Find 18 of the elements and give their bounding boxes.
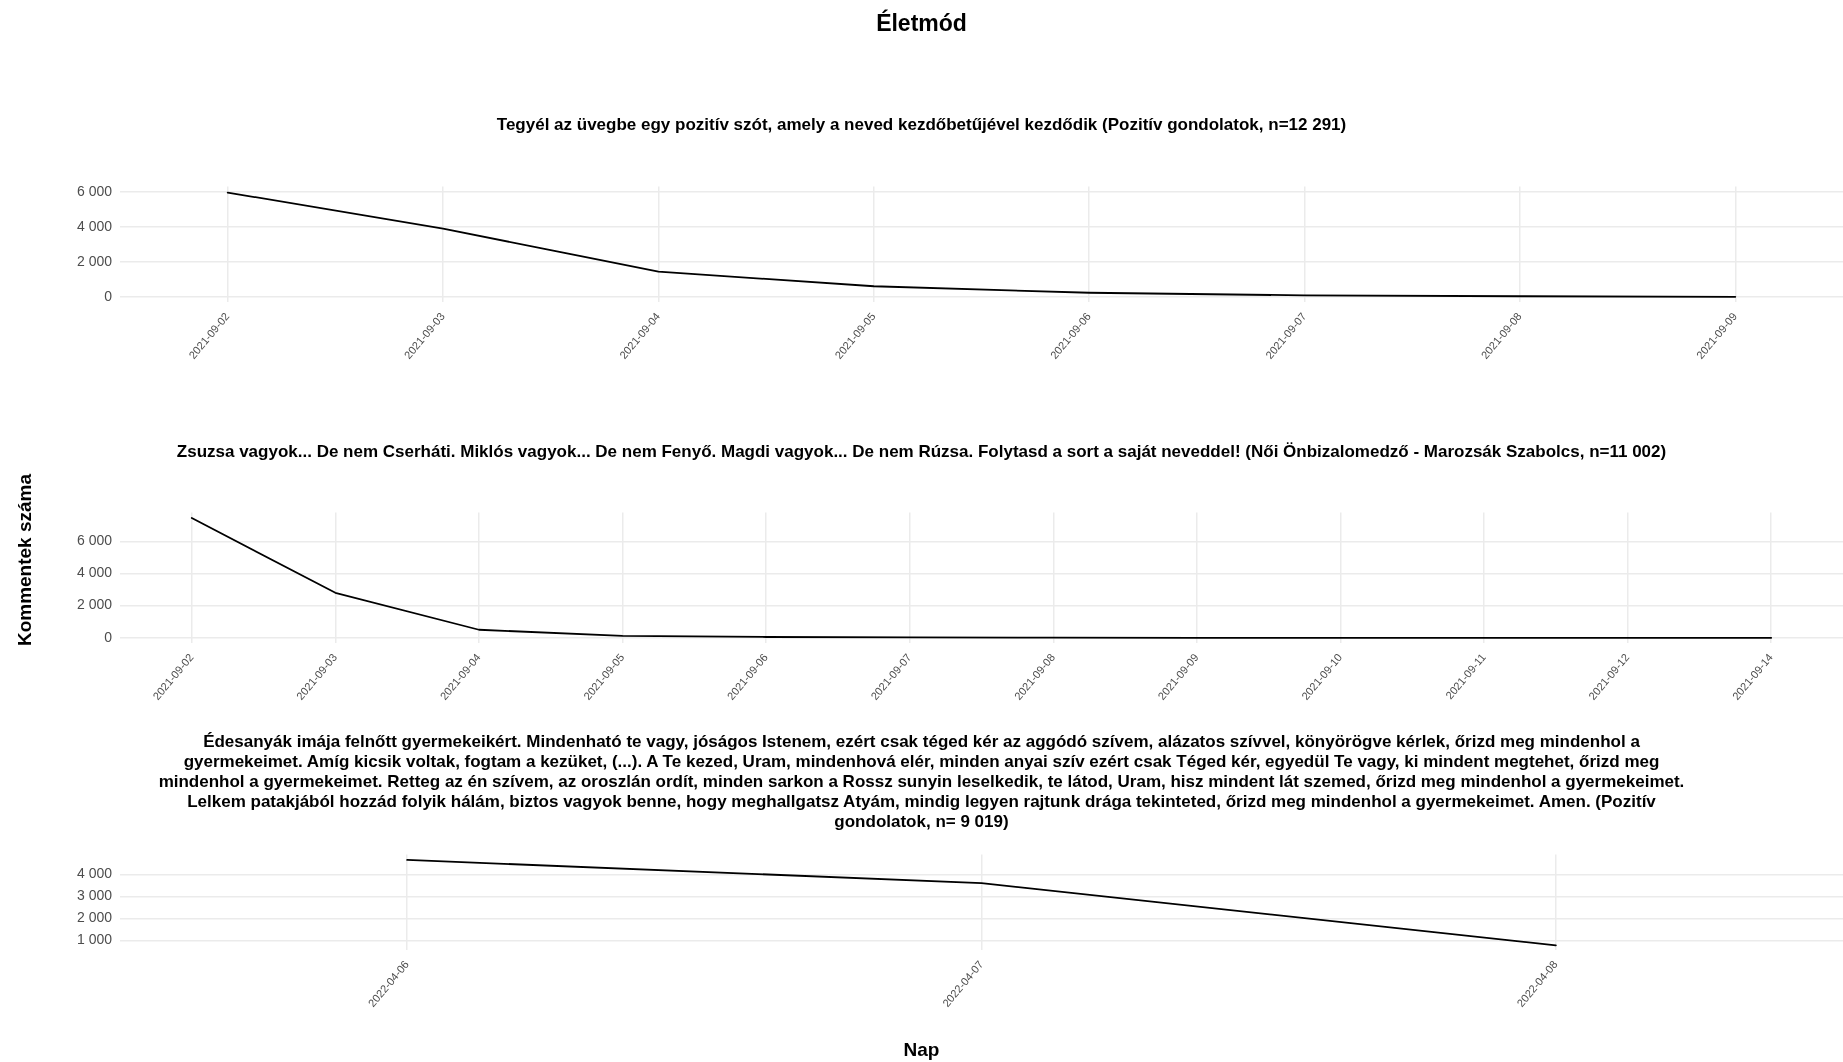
y-tick-label: 6 000	[76, 182, 113, 199]
y-tick-label: 4 000	[76, 564, 113, 581]
x-axis-title: Nap	[902, 1039, 941, 1061]
y-tick-label: 3 000	[76, 887, 113, 904]
y-tick-label: 4 000	[76, 217, 113, 234]
y-tick-label: 4 000	[76, 865, 113, 882]
y-tick-label: 0	[104, 628, 113, 645]
y-tick-label: 0	[104, 288, 113, 304]
chart-subtitle: Édesanyák imája felnőtt gyermekeikért. Mindenható te vagy, jóságos Istenem, ezért csak téged kér az aggódó szívem, alázatos szívvel, könyörögve kérlek, őrizd meg mindenhol a gyermekeimet. Amíg kicsik voltak, fogtam a kezüket, (...). A Te kezed, Uram, mindenhová elér, minden anyai szív ezért csak Téged kér, egyedül Te vagy, ki mindent megtehet, őrizd meg mindenhol a gyermekeimet. Retteg az én szívem, az oroszlán ordít, minden sarkon a Rossz sunyin leselkedik, te látod, Uram, hisz mindent lát szemed, őrizd meg mindenhol a gyermekeimet. Lelkem patakjából hozzád folyik hálám, biztos vagyok benne, hogy meghallgatsz Atyám, mindig legyen rajtunk drága tekinteted, őrizd meg mindenhol a gyermekeimet. Amen. (Pozitív gondolatok, n= 9 019)	[157, 732, 1686, 832]
chart-title: Életmód	[875, 10, 968, 37]
y-axis-title: Kommentek száma	[14, 473, 36, 647]
y-tick-label: 2 000	[76, 252, 113, 269]
y-tick-label: 2 000	[76, 909, 113, 926]
chart-subtitle: Tegyél az üvegbe egy pozitív szót, amely a neved kezdőbetűjével kezdődik (Pozitív gondolatok, n=12 291)	[495, 115, 1348, 135]
chart-subtitle: Zsuzsa vagyok... De nem Cserháti. Miklós vagyok... De nem Fenyő. Magdi vagyok... De nem Rúzsa. Folytasd a sort a saját neveddel! (Női Önbizalomedző - Marozsák Szabolcs, n=11 002)	[175, 442, 1668, 462]
y-tick-label: 1 000	[76, 931, 113, 948]
y-tick-label: 2 000	[76, 596, 113, 613]
y-tick-label: 6 000	[76, 532, 113, 549]
